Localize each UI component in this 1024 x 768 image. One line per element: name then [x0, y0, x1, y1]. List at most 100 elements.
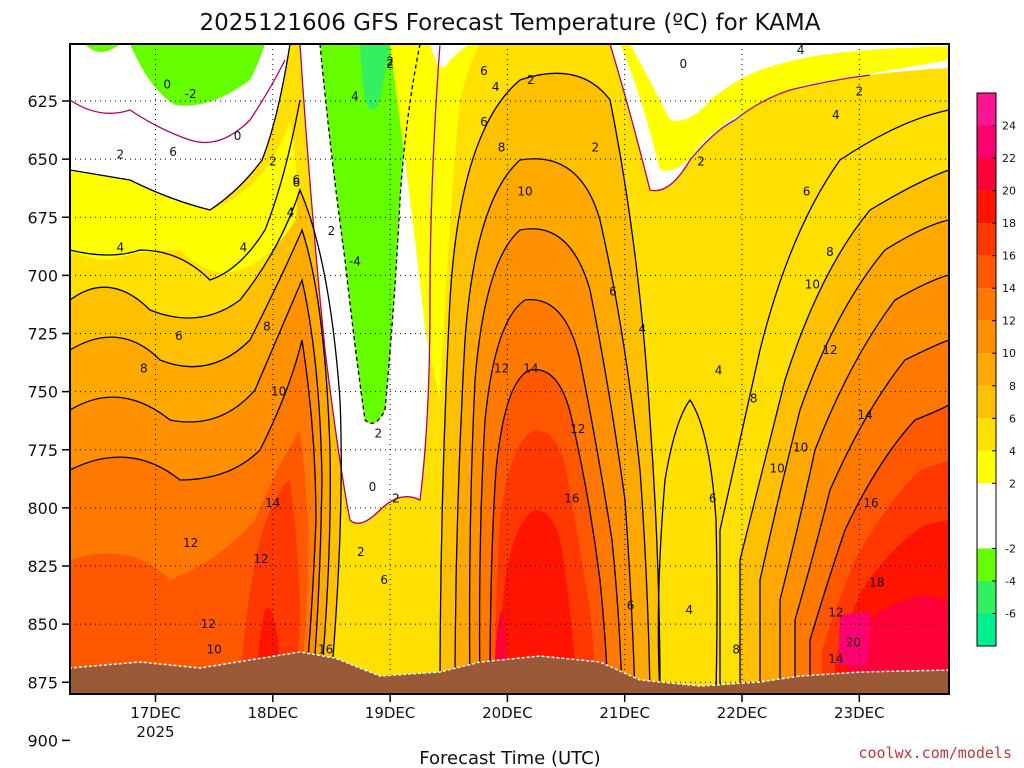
plot-frame	[69, 43, 950, 695]
contour-label-53: 2	[697, 154, 705, 168]
contour-label-33: 4	[492, 80, 500, 94]
contour-label-1: -2	[185, 87, 197, 101]
contour-label-60: 12	[822, 343, 837, 357]
contour-label-6: 6	[292, 175, 300, 189]
contour-label-37: 12	[494, 361, 509, 375]
contour-label-58: 2	[855, 85, 863, 99]
colorbar-band-13	[977, 158, 996, 191]
contour-line-12	[478, 299, 623, 694]
colorbar-frame	[976, 92, 997, 647]
contour-label-12: 6	[169, 145, 177, 159]
contour-label-51: 2	[527, 73, 535, 87]
contour-label-54: 4	[797, 43, 805, 57]
contour-line-0	[70, 59, 286, 144]
contour-label-35: 8	[498, 141, 506, 155]
contour-line-20	[657, 398, 718, 694]
temp-band-23	[848, 595, 949, 694]
y-tick-label-3: 700	[27, 266, 58, 285]
y-tick-label-1: 650	[27, 150, 58, 169]
contour-label-5: 4	[287, 206, 295, 220]
contour-label-45: 10	[770, 461, 785, 475]
contour-label-15: 4	[116, 240, 124, 254]
contour-label-34: 6	[480, 115, 488, 129]
contour-line-11	[468, 228, 636, 694]
x-axis: 17DEC 18DEC 19DEC 20DEC 21DEC 22DEC 23DEC 2025	[130, 694, 885, 741]
contour-label-44: 8	[750, 392, 758, 406]
contour-label-47: 4	[685, 603, 693, 617]
colorbar-tick-label-1: 22	[1002, 152, 1016, 165]
colorbar-tick-label-4: 16	[1002, 250, 1016, 263]
grid-lines	[70, 44, 949, 694]
y-axis: 625 650 675 700 725 750 775 800 825 850 875 900	[27, 92, 70, 750]
contour-label-0: 0	[163, 78, 171, 92]
contour-label-57: 6	[803, 185, 811, 199]
x-tick-label-3: 20DEC	[482, 704, 533, 722]
contour-label-36: 10	[517, 185, 532, 199]
contour-label-7: 2	[328, 224, 336, 238]
x-tick-label-5: 22DEC	[717, 704, 768, 722]
temp-band-33	[360, 44, 390, 110]
y-tick-label-0: 625	[27, 92, 58, 111]
x-tick-label-6: 23DEC	[834, 704, 885, 722]
contour-label-22: 12	[253, 552, 268, 566]
colorbar-band-2	[977, 548, 996, 581]
contour-label-50: 2	[592, 141, 600, 155]
y-tick-label-9: 850	[27, 615, 58, 634]
contour-line-9	[439, 72, 661, 694]
contour-label-42: 4	[638, 322, 646, 336]
colorbar-tick-label-8: 8	[1009, 380, 1016, 393]
contour-line-5	[70, 188, 342, 694]
contour-line-19	[809, 404, 949, 694]
y-tick-label-10: 875	[27, 673, 58, 692]
contour-label-31: 2	[386, 57, 394, 71]
contour-line-14	[719, 109, 949, 694]
contour-label-67: 20	[846, 636, 861, 650]
contour-label-65: 12	[828, 606, 843, 620]
colorbar-band-0	[977, 613, 996, 646]
colorbar-band-11	[977, 223, 996, 256]
contour-label-18: 8	[263, 320, 271, 334]
colorbar-band-8	[977, 320, 996, 354]
contour-label-69: 18	[899, 712, 914, 726]
contour-label-62: 14	[858, 408, 873, 422]
colorbar-band-9	[977, 288, 996, 321]
contour-label-8: -4	[349, 254, 361, 268]
contour-label-63: 16	[863, 496, 878, 510]
colorbar-band-12	[977, 190, 996, 224]
contour-label-64: 18	[869, 575, 884, 589]
contour-line-21	[319, 44, 421, 424]
contour-label-14: 4	[240, 240, 248, 254]
contour-label-11: 6	[292, 173, 300, 187]
x-axis-label: Forecast Time (UTC)	[419, 748, 600, 768]
contour-label-25: 16	[318, 643, 333, 657]
colorbar-tick-label-11: 2	[1009, 477, 1016, 490]
contour-label-23: 12	[201, 617, 216, 631]
colorbar-tick-label-13: -4	[1005, 575, 1016, 588]
contour-label-66: 14	[828, 652, 843, 666]
x-tick-label-0: 17DEC	[130, 704, 181, 722]
contour-label-16: 6	[175, 329, 183, 343]
x-tick-label-2: 19DEC	[365, 704, 416, 722]
colorbar-band-6	[977, 385, 996, 419]
colorbar-band-3	[977, 483, 996, 549]
y-tick-label-8: 825	[27, 557, 58, 576]
contour-line-18	[794, 339, 949, 694]
y-tick-label-2: 675	[27, 208, 58, 227]
contour-line-17	[779, 274, 949, 694]
colorbar: 24 22 20 18 16 14 12 10 8 6 4 2 -2 -4 -6	[976, 92, 1016, 647]
contour-line-8	[70, 339, 317, 694]
credit-text: coolwx.com/models	[858, 744, 1012, 762]
y-tick-label-4: 725	[27, 325, 58, 344]
colorbar-band-4	[977, 450, 996, 484]
colorbar-tick-label-10: 4	[1009, 445, 1016, 458]
colorbar-tick-label-14: -6	[1005, 607, 1016, 620]
contour-label-39: 12	[570, 422, 585, 436]
colorbar-band-15	[977, 93, 996, 126]
contour-line-15	[739, 169, 949, 694]
contour-label-59: 10	[805, 278, 820, 292]
temp-band-5	[240, 480, 300, 694]
y-tick-label-6: 775	[27, 441, 58, 460]
contour-line-7	[70, 277, 323, 694]
x-subtick-label: 2025	[136, 723, 174, 741]
